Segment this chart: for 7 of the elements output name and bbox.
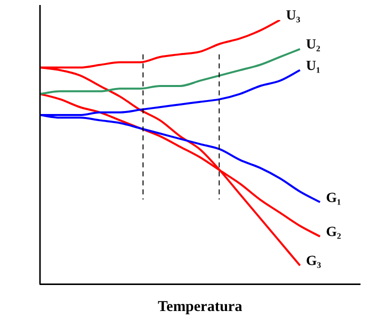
series-label: U₃ — [286, 8, 300, 24]
series-label: G₂ — [326, 225, 342, 240]
series-label: G₁ — [326, 190, 342, 206]
x-axis-title: Temperatura — [158, 298, 243, 315]
series-label: U₂ — [306, 38, 320, 53]
series-label: U₁ — [306, 58, 320, 74]
series-label: G₃ — [306, 254, 322, 270]
